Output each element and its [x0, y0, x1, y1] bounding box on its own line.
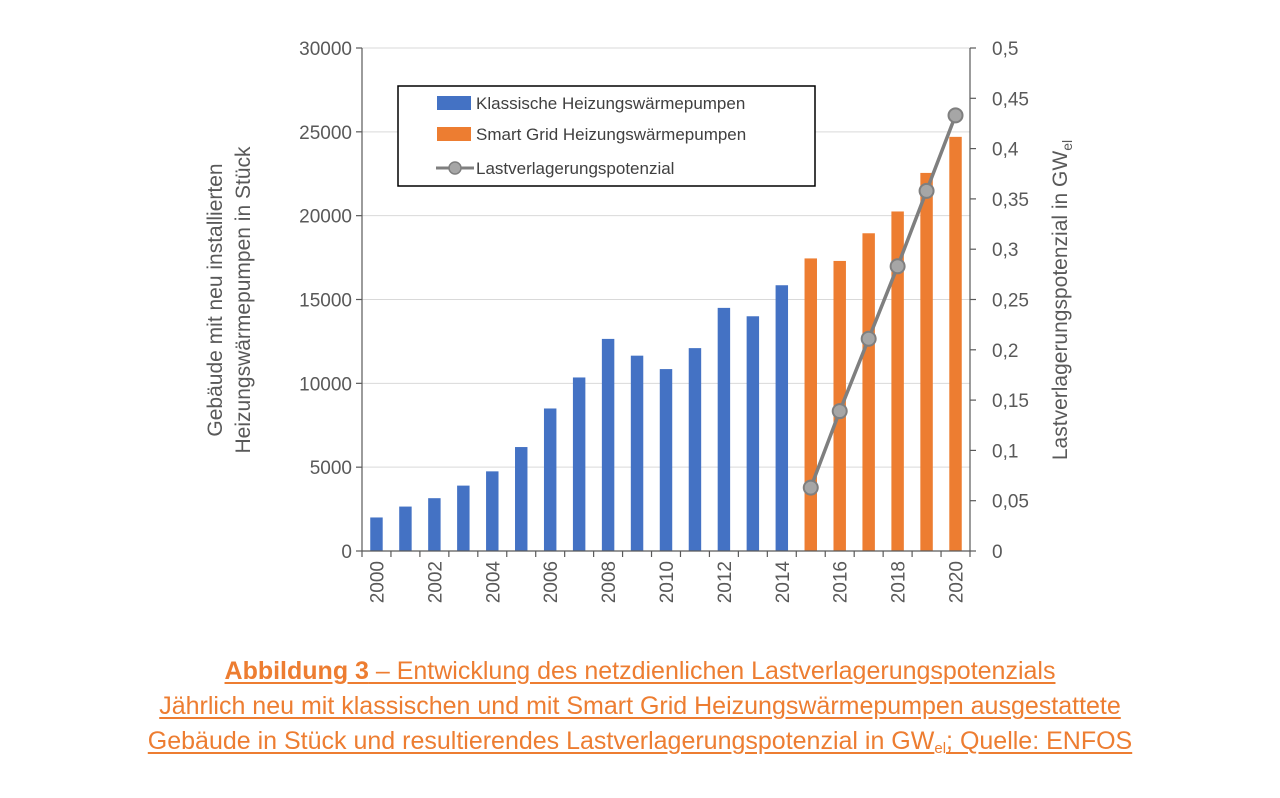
- bar-smart-grid-2018: [891, 211, 904, 551]
- legend-marker-lastverlagerung: [448, 161, 462, 175]
- y-right-tick-label: 0,25: [992, 291, 1029, 312]
- tick-labels: 0 5000 10000 15000 20000 25000 30000 0 0,05 0,1 0,…: [299, 39, 1029, 603]
- y-right-label: Lastverlagerungspotenzial in GWel: [1049, 140, 1075, 460]
- bar-smart-grid-2015: [804, 258, 817, 551]
- bar-klassische-2010: [659, 369, 673, 551]
- bar-klassische-2013: [746, 316, 760, 551]
- point-lastverlagerung-2016: [831, 403, 848, 420]
- y-right-tick-label: 0,15: [992, 391, 1029, 412]
- x-tick-label: 2006: [541, 561, 562, 603]
- bar-klassische-2000: [370, 517, 383, 551]
- bar-smart-grid-2017: [862, 233, 875, 551]
- point-lastverlagerung-2015: [802, 479, 819, 496]
- y-left-tick-label: 0: [341, 542, 352, 563]
- x-tick-label: 2016: [831, 561, 852, 603]
- x-tick-label: 2020: [947, 561, 968, 603]
- y-left-tick-label: 20000: [299, 207, 352, 228]
- x-tick-label: 2000: [367, 561, 388, 603]
- legend-label-smart-grid: Smart Grid Heizungswärmepumpen: [476, 125, 746, 144]
- y-right-label-sub: el: [1059, 140, 1075, 151]
- legend-label-lastverlagerung: Lastverlagerungspotenzial: [476, 159, 674, 178]
- bar-klassische-2011: [688, 348, 702, 551]
- y-left-tick-label: 25000: [299, 123, 352, 144]
- x-tick-label: 2014: [773, 561, 794, 604]
- y-right-tick-label: 0,4: [992, 140, 1019, 161]
- caption-line-3: Gebäude in Stück und resultierendes Last…: [0, 724, 1280, 759]
- point-lastverlagerung-2018: [889, 258, 906, 275]
- bars: [370, 136, 962, 551]
- y-left-label-line1: Gebäude mit neu installierten: [204, 163, 227, 436]
- y-left-tick-label: 30000: [299, 39, 352, 60]
- bar-klassische-2014: [775, 285, 789, 551]
- bar-klassische-2008: [601, 338, 615, 551]
- caption-line-3-text: Gebäude in Stück und resultierendes Last…: [147, 727, 935, 755]
- x-tick-label: 2002: [425, 561, 446, 603]
- bar-klassische-2006: [543, 408, 557, 551]
- y-right-tick-label: 0,2: [992, 341, 1018, 362]
- y-right-tick-label: 0: [992, 542, 1003, 563]
- y-right-tick-label: 0,3: [992, 240, 1018, 261]
- x-tick-label: 2008: [599, 561, 620, 603]
- axis-labels: Gebäude mit neu installierten Heizungswä…: [204, 140, 1075, 460]
- line-series: [802, 107, 964, 496]
- bar-smart-grid-2020: [949, 136, 962, 551]
- bar-klassische-2001: [399, 506, 412, 551]
- caption-line-3-source: ; Quelle: ENFOS: [946, 727, 1133, 755]
- point-lastverlagerung-2019: [918, 182, 935, 199]
- y-right-tick-label: 0,1: [992, 441, 1018, 462]
- x-tick-label: 2004: [483, 561, 504, 604]
- line-lastverlagerung: [809, 114, 958, 489]
- axes: [356, 47, 976, 557]
- legend-swatch-smart-grid: [437, 127, 471, 141]
- bar-smart-grid-2019: [920, 172, 933, 551]
- bar-klassische-2009: [630, 355, 644, 551]
- bar-klassische-2002: [428, 498, 441, 551]
- y-right-label-main: Lastverlagerungspotenzial in GW: [1049, 151, 1072, 461]
- figure-caption: Abbildung 3 – Entwicklung des netzdienli…: [0, 654, 1280, 759]
- y-right-tick-label: 0,05: [992, 492, 1029, 513]
- y-right-tick-label: 0,5: [992, 39, 1018, 60]
- caption-line-2: Jährlich neu mit klassischen und mit Sma…: [159, 692, 1121, 720]
- bar-klassische-2004: [486, 471, 499, 551]
- bar-klassische-2003: [457, 485, 470, 551]
- bar-klassische-2007: [572, 377, 586, 551]
- x-tick-label: 2012: [715, 561, 736, 603]
- x-tick-label: 2010: [657, 561, 678, 603]
- point-lastverlagerung-2020: [947, 107, 964, 124]
- point-lastverlagerung-2017: [860, 330, 877, 347]
- chart: 0 5000 10000 15000 20000 25000 30000 0 0,05 0,1 0,…: [204, 39, 1075, 603]
- caption-line-1: Abbildung 3 – Entwicklung des netzdienli…: [0, 654, 1280, 689]
- y-left-tick-label: 5000: [310, 458, 352, 479]
- caption-title: – Entwicklung des netzdienlichen Lastver…: [368, 657, 1056, 685]
- x-tick-label: 2018: [889, 561, 910, 603]
- bar-klassische-2005: [515, 447, 528, 551]
- y-left-tick-label: 10000: [299, 374, 352, 395]
- caption-figure-label: Abbildung 3: [224, 657, 369, 685]
- y-right-tick-label: 0,45: [992, 89, 1029, 110]
- legend-label-klassische: Klassische Heizungswärmepumpen: [476, 94, 745, 113]
- legend-swatch-klassische: [437, 96, 471, 110]
- y-right-tick-label: 0,35: [992, 190, 1029, 211]
- y-left-tick-label: 15000: [299, 291, 352, 312]
- caption-line-3-sub: el: [934, 740, 947, 757]
- legend: Klassische Heizungswärmepumpen Smart Gri…: [397, 85, 816, 187]
- y-left-label-line2: Heizungswärmepumpen in Stück: [232, 146, 255, 453]
- bar-klassische-2012: [717, 307, 731, 551]
